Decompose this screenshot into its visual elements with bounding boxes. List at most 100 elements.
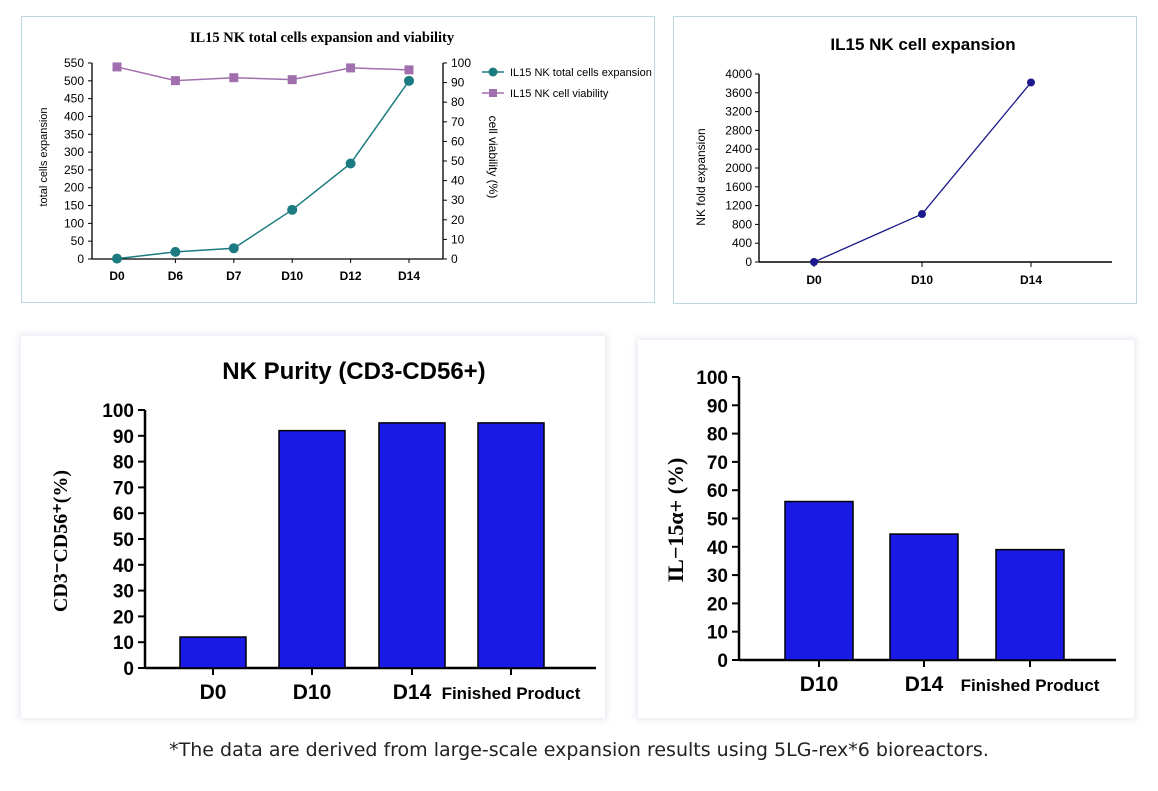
y-tick-label-right: 80 — [451, 95, 465, 109]
y-tick-label-left: 50 — [71, 234, 85, 248]
y-tick-label: 90 — [113, 427, 134, 448]
line-chart-nk-fold-expansion: IL15 NK cell expansion NK fold expansion… — [694, 35, 1112, 287]
y-axis-label-right: cell viability (%) — [486, 116, 500, 199]
x-tick-label: D6 — [168, 269, 184, 283]
y-tick-label: 4000 — [725, 67, 752, 81]
y-axis-label: CD3⁻CD56⁺(%) — [50, 470, 72, 612]
y-tick-label-right: 90 — [451, 76, 465, 90]
y-tick-label-right: 70 — [451, 115, 465, 129]
y-tick-label-left: 400 — [64, 109, 84, 123]
footnote: *The data are derived from large-scale e… — [169, 739, 989, 761]
y-tick-label-left: 200 — [64, 181, 84, 195]
y-tick-label: 80 — [707, 425, 728, 446]
legend: IL15 NK total cells expansion IL15 NK ce… — [482, 67, 652, 100]
y-tick-label: 2400 — [725, 142, 752, 156]
data-point-expansion — [228, 243, 239, 254]
y-tick-label-left: 150 — [64, 199, 84, 213]
chart-title: IL15 NK cell expansion — [830, 35, 1015, 54]
y-tick-label: 10 — [113, 633, 134, 654]
x-tick-label: D14 — [398, 269, 420, 283]
series-line — [813, 82, 1032, 263]
data-point-viability — [170, 76, 180, 86]
x-tick-label: D10 — [293, 681, 332, 704]
y-tick-label: 1600 — [725, 180, 752, 194]
data-point-expansion — [112, 253, 122, 264]
y-tick-label: 3200 — [725, 105, 752, 119]
line-chart-total-cells-viability: IL15 NK total cells expansion and viabil… — [38, 30, 652, 283]
data-point-expansion — [287, 204, 298, 215]
y-tick-label: 30 — [707, 566, 728, 587]
bar — [784, 500, 854, 661]
data-point-viability — [229, 73, 239, 83]
y-tick-label: 1200 — [725, 199, 752, 213]
bar — [378, 422, 446, 669]
chart-title: NK Purity (CD3-CD56+) — [222, 358, 485, 385]
chart-panel-nk-fold-expansion: IL15 NK cell expansion NK fold expansion… — [673, 16, 1137, 304]
chart-title: IL15 NK total cells expansion and viabil… — [190, 30, 455, 46]
y-tick-label: 0 — [123, 659, 134, 680]
x-tick-label: D0 — [806, 273, 822, 287]
data-point — [810, 258, 818, 266]
data-point-expansion — [404, 75, 414, 86]
y-tick-label: 100 — [696, 368, 728, 389]
y-tick-label-right: 60 — [451, 134, 465, 148]
data-point-expansion — [170, 246, 181, 257]
legend-label-expansion: IL15 NK total cells expansion — [510, 67, 652, 79]
x-tick-label: Finished Product — [961, 676, 1100, 695]
y-tick-label-right: 30 — [451, 193, 465, 207]
y-tick-label-left: 250 — [64, 163, 84, 177]
y-tick-label: 2800 — [725, 123, 752, 137]
data-point — [1027, 78, 1035, 87]
y-tick-label: 2000 — [725, 161, 752, 175]
y-tick-label: 80 — [113, 453, 134, 474]
data-point-viability — [112, 62, 122, 72]
y-tick-label: 800 — [732, 217, 752, 231]
y-tick-label: 400 — [732, 236, 752, 250]
y-tick-label-left: 450 — [64, 92, 84, 106]
y-tick-label-right: 100 — [451, 56, 471, 70]
legend-marker-expansion — [488, 67, 498, 77]
y-tick-label: 20 — [113, 607, 134, 628]
y-tick-label: 40 — [113, 556, 134, 577]
x-tick-label: Finished Product — [442, 684, 581, 703]
chart-panel-total-cells-viability: IL15 NK total cells expansion and viabil… — [21, 16, 655, 303]
y-axis-label-left: total cells expansion — [38, 107, 50, 206]
bar — [477, 422, 545, 669]
y-tick-label: 20 — [707, 594, 728, 615]
x-tick-label: D0 — [200, 681, 227, 704]
data-point-viability — [287, 75, 297, 85]
bar-chart-nk-purity: NK Purity (CD3-CD56+) CD3⁻CD56⁺(%) 0 10 20… — [50, 358, 596, 704]
y-tick-label: 70 — [113, 478, 134, 499]
y-tick-label: 60 — [707, 481, 728, 502]
chart-panel-nk-purity: NK Purity (CD3-CD56+) CD3⁻CD56⁺(%) 0 10 20… — [21, 336, 605, 718]
x-tick-label: D10 — [911, 273, 933, 287]
data-point-viability — [346, 63, 356, 73]
y-tick-label-right: 10 — [451, 232, 465, 246]
data-point — [918, 210, 926, 219]
y-tick-label-left: 550 — [64, 56, 84, 70]
y-tick-label: 50 — [113, 530, 134, 551]
x-tick-label: D14 — [905, 673, 944, 696]
x-tick-label: D0 — [109, 269, 125, 283]
y-tick-label-left: 300 — [64, 145, 84, 159]
y-tick-label-right: 40 — [451, 174, 465, 188]
bar — [995, 548, 1065, 661]
x-tick-label: D7 — [226, 269, 242, 283]
y-tick-label: 40 — [707, 538, 728, 559]
y-tick-label: 3600 — [725, 86, 752, 100]
y-tick-label: 0 — [717, 651, 728, 672]
y-tick-label-left: 500 — [64, 74, 84, 88]
bar — [278, 429, 346, 669]
bar — [889, 533, 959, 661]
x-tick-label: D14 — [393, 681, 432, 704]
y-tick-label: 10 — [707, 623, 728, 644]
y-tick-label-right: 50 — [451, 154, 465, 168]
y-tick-label-left: 100 — [64, 216, 84, 230]
series-line-expansion — [116, 80, 410, 260]
x-tick-label: D14 — [1020, 273, 1042, 287]
y-axis-label: IL−15α+ (%) — [663, 458, 688, 583]
bar-chart-il15a: IL−15α+ (%) 0 10 20 30 40 50 60 70 80 90 100 D10 D14… — [663, 368, 1116, 696]
data-point-viability — [404, 65, 414, 75]
legend-marker-viability — [489, 89, 497, 97]
y-tick-label-left: 350 — [64, 127, 84, 141]
